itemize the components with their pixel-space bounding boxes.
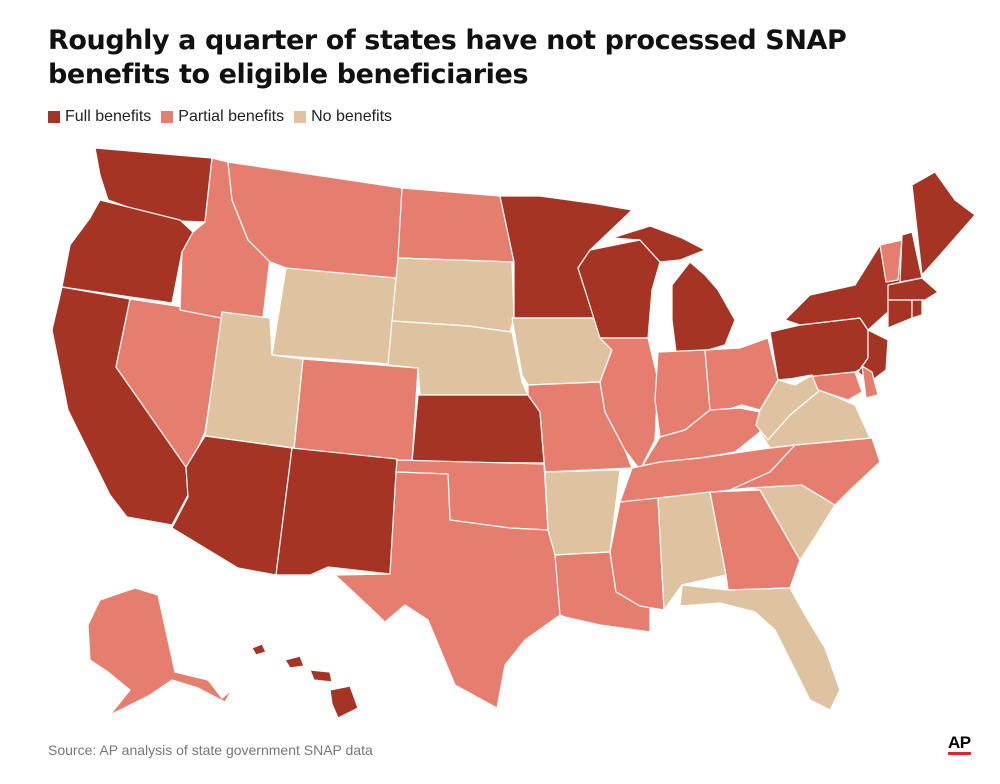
- state-WY: [271, 267, 397, 365]
- state-WI: [577, 239, 661, 339]
- state-CT: [887, 299, 913, 329]
- state-HI-3: [309, 669, 333, 683]
- state-CO: [293, 358, 419, 463]
- legend-item-none: No benefits: [294, 108, 392, 126]
- state-AL: [657, 491, 727, 611]
- state-ND: [397, 187, 515, 263]
- legend-item-full: Full benefits: [48, 108, 151, 126]
- state-NC: [729, 437, 881, 506]
- state-DE: [861, 365, 879, 399]
- state-SD: [391, 257, 515, 333]
- state-HI-1: [251, 643, 267, 656]
- legend-swatch-partial: [161, 111, 174, 123]
- ap-logo: AP: [948, 734, 971, 755]
- state-MA: [887, 277, 939, 301]
- state-MD: [794, 371, 863, 401]
- state-NM: [275, 447, 398, 576]
- state-HI-2: [284, 655, 305, 669]
- state-VT: [879, 239, 903, 283]
- state-PA: [769, 317, 869, 381]
- state-RI: [911, 299, 923, 319]
- state-TX: [334, 471, 561, 709]
- legend-swatch-none: [294, 111, 307, 123]
- state-HI-4: [329, 685, 359, 719]
- legend-label-none: No benefits: [311, 108, 393, 125]
- state-IL: [599, 337, 659, 471]
- state-AK: [87, 587, 233, 716]
- legend-label-full: Full benefits: [65, 108, 152, 125]
- chart-title: Roughly a quarter of states have not pro…: [48, 25, 847, 90]
- us-states-map: [51, 147, 976, 719]
- legend-item-partial: Partial benefits: [161, 108, 284, 126]
- state-AR: [544, 469, 621, 556]
- state-MI-upper: [611, 225, 706, 263]
- state-MS: [609, 497, 665, 611]
- state-ME: [911, 171, 976, 276]
- source-note: Source: AP analysis of state government …: [48, 742, 373, 758]
- legend: Full benefits Partial benefits No benefi…: [48, 108, 392, 126]
- legend-label-partial: Partial benefits: [178, 108, 285, 125]
- state-FL: [679, 584, 841, 711]
- state-MI-lower: [671, 261, 736, 353]
- state-OR: [61, 199, 194, 304]
- state-KS: [411, 394, 545, 464]
- legend-swatch-full: [48, 111, 60, 123]
